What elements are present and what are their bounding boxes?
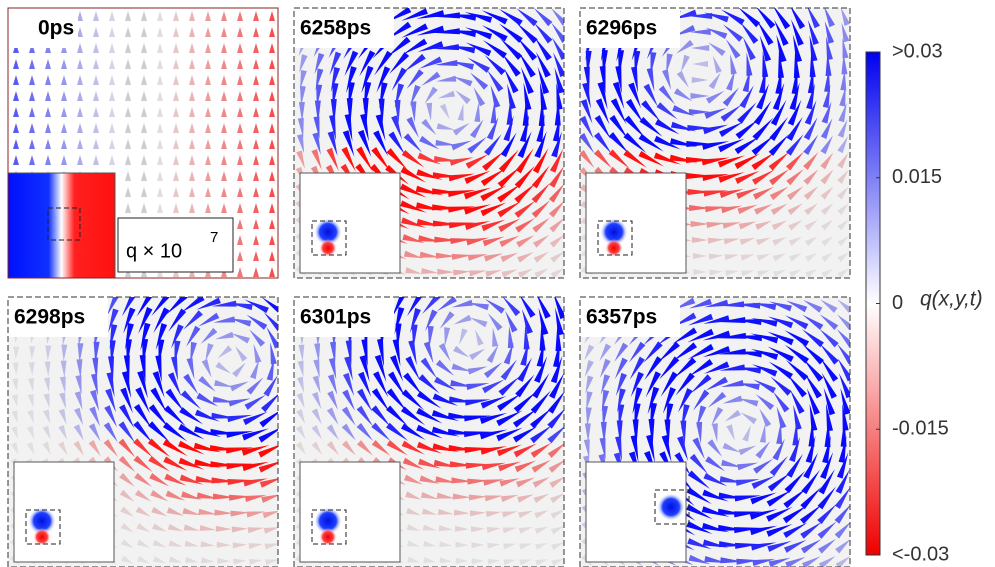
panel: 6296ps [579, 3, 850, 278]
inset-exponent: 7 [210, 229, 218, 246]
red-blob [319, 528, 337, 546]
colorbar-label: q(x,y,t) [920, 288, 983, 311]
blue-blob [657, 493, 685, 521]
inset [8, 173, 115, 278]
colorbar-tick-label: -0.015 [892, 418, 949, 440]
figure: q × 10 7 0ps 6258ps 6296ps 6298ps 6301ps 6357ps… [0, 0, 995, 567]
panel-label: 6301ps [300, 306, 371, 329]
colorbar-tick-label: >0.03 [892, 40, 943, 62]
panel: 6258ps [294, 6, 567, 279]
panel-label: 6258ps [300, 17, 371, 40]
panel-label: 6357ps [586, 306, 657, 329]
inset [300, 173, 400, 273]
inset-caption: q × 10 [126, 240, 182, 262]
panels: q × 10 7 0ps 6258ps 6296ps 6298ps 6301ps 6357ps [8, 3, 853, 567]
inset [14, 462, 114, 562]
red-blob [33, 528, 51, 546]
panel-label: 0ps [38, 17, 74, 40]
panel: q × 10 7 0ps [8, 8, 278, 278]
red-blob [319, 239, 337, 257]
colorbar-tick-label: 0.015 [892, 166, 942, 188]
panel: 6301ps [294, 291, 567, 567]
inset [586, 173, 686, 273]
colorbar-tick-label: <-0.03 [892, 543, 949, 565]
red-blob [605, 239, 623, 257]
panel: 6298ps [8, 292, 285, 567]
colorbar-tick-label: 0 [892, 292, 903, 314]
inset [300, 462, 400, 562]
panel: 6357ps [580, 297, 853, 567]
panel-label: 6296ps [586, 17, 657, 40]
panel-label: 6298ps [14, 306, 85, 329]
